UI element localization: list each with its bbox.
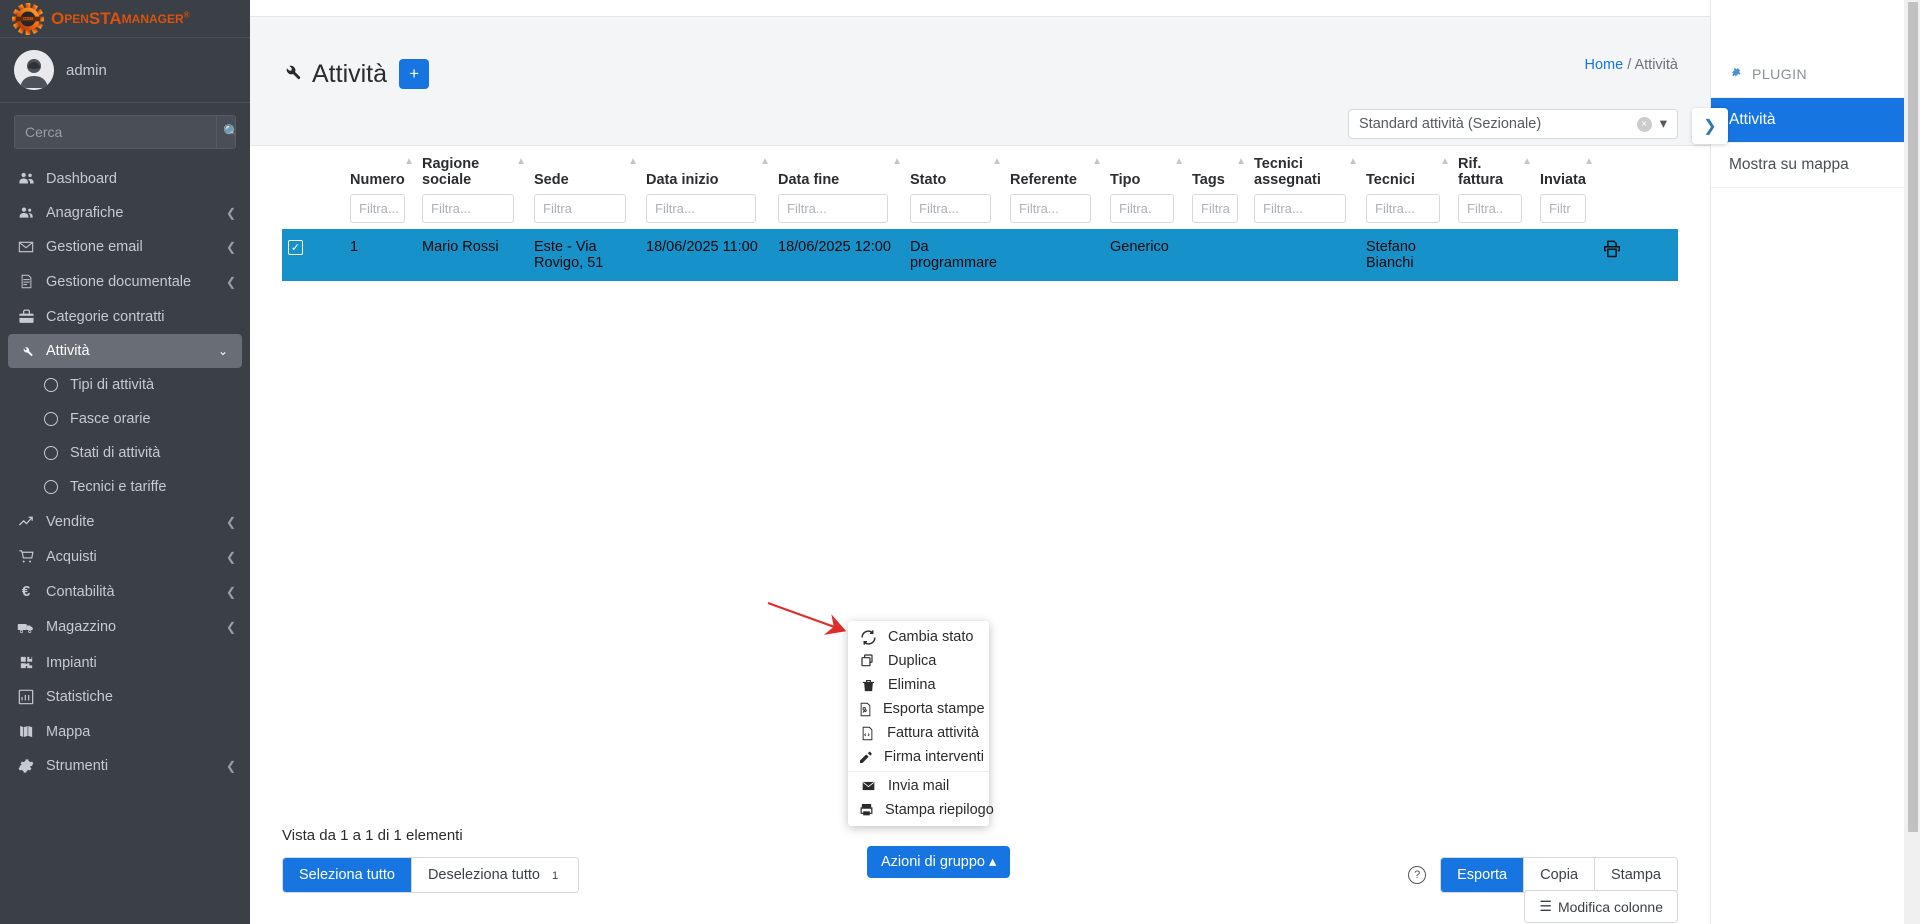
svg-text:OSM: OSM [23,16,33,21]
